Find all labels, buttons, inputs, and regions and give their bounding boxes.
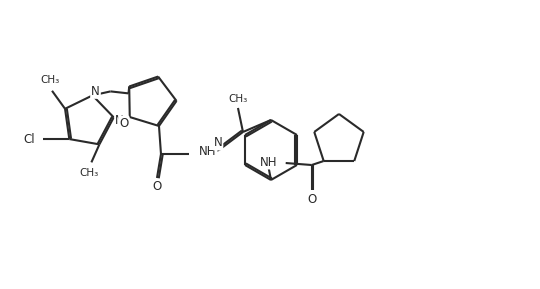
Text: CH₃: CH₃ [40,75,59,85]
Text: NH: NH [260,155,278,168]
Text: NH: NH [199,145,217,158]
Text: Cl: Cl [24,133,35,146]
Text: O: O [152,180,161,193]
Text: N: N [116,114,124,127]
Text: N: N [214,136,222,149]
Text: CH₃: CH₃ [228,94,248,104]
Text: N: N [91,85,100,98]
Text: O: O [119,116,129,129]
Text: CH₃: CH₃ [80,168,99,178]
Text: O: O [307,192,316,205]
